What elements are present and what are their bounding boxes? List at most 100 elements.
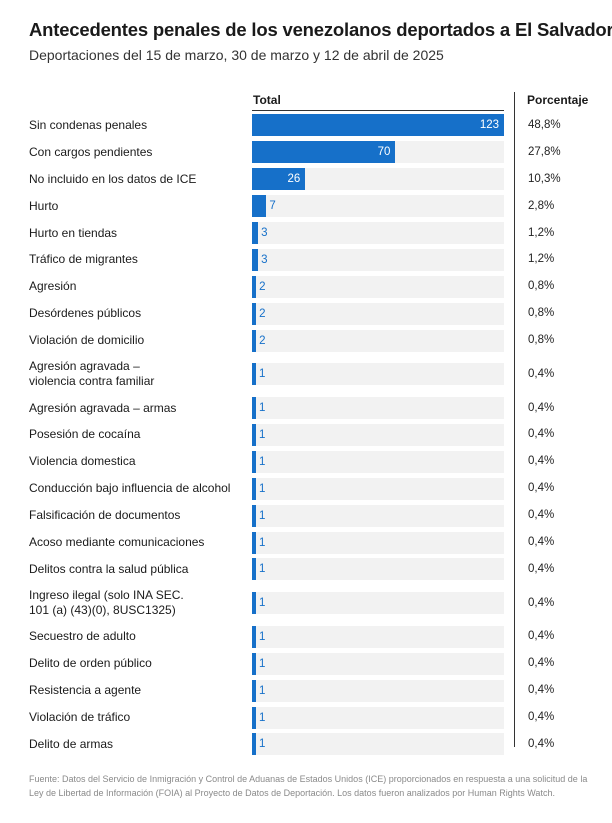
percent-label: 0,4% [528,562,555,575]
category-label: Sin condenas penales [29,117,148,132]
category-label: Resistencia a agente [29,683,142,698]
percent-label: 1,2% [528,253,555,266]
category-label: Violencia domestica [29,454,136,469]
bar-value-label: 1 [259,563,266,576]
bar-track: 70 [252,141,504,164]
category-label: Hurto [29,198,59,213]
bar [252,592,256,615]
bar-track: 1 [252,706,504,729]
bar-value-label: 1 [259,402,266,415]
bar-value-label: 1 [259,455,266,468]
bar-value-label: 1 [259,597,266,610]
percent-label: 0,8% [528,307,555,320]
bar [252,733,256,756]
category-label: Agresión agravada – violencia contra fami… [29,359,155,389]
bar [252,531,256,554]
bar-value-label: 1 [259,630,266,643]
bar-track: 1 [252,531,504,554]
category-label: Secuestro de adulto [29,629,136,644]
bar-track: 1 [252,397,504,420]
bar [252,363,256,386]
bar-track: 26 [252,168,504,191]
percent-label: 0,8% [528,334,555,347]
bar [252,222,259,245]
percent-label: 0,4% [528,509,555,522]
category-label: Agresión agravada – armas [29,400,177,415]
bar [252,114,504,137]
percent-label: 0,4% [528,596,555,609]
bar-track: 1 [252,679,504,702]
percent-label: 0,4% [528,711,555,724]
bar-value-label: 26 [287,173,301,186]
percent-label: 0,4% [528,737,555,750]
bar [252,195,267,218]
bar [252,477,256,500]
bar-track: 1 [252,652,504,675]
category-label: Desórdenes públicos [29,306,142,321]
category-label: Delitos contra la salud pública [29,561,189,576]
bar-value-label: 1 [259,738,266,751]
bar [252,168,306,191]
bar-value-label: 2 [259,334,266,347]
bar-value-label: 1 [259,428,266,441]
percent-label: 0,4% [528,657,555,670]
category-label: Violación de domicilio [29,333,145,348]
percent-label: 27,8% [528,145,561,158]
bar-track: 1 [252,450,504,473]
chart-subtitle: Deportaciones del 15 de marzo, 30 de mar… [29,47,444,63]
category-label: Posesión de cocaína [29,427,141,442]
category-label: Falsificación de documentos [29,508,181,523]
percent-label: 0,4% [528,367,555,380]
bar [252,423,256,446]
bar-value-label: 1 [259,684,266,697]
category-label: Hurto en tiendas [29,225,118,240]
bar-value-label: 123 [479,119,499,132]
percent-label: 0,4% [528,536,555,549]
bar [252,397,256,420]
bar-value-label: 3 [261,253,268,266]
percent-label: 0,4% [528,428,555,441]
percent-label: 0,4% [528,684,555,697]
bar-track: 1 [252,625,504,648]
percent-label: 0,4% [528,482,555,495]
bar [252,141,396,164]
category-label: Tráfico de migrantes [29,252,138,267]
bar-track: 1 [252,592,504,615]
bar-track: 1 [252,504,504,527]
bar-track: 123 [252,114,504,137]
category-label: No incluido en los datos de ICE [29,171,197,186]
bar-value-label: 1 [259,368,266,381]
bar [252,248,259,271]
bar [252,329,257,352]
bar-value-label: 2 [259,280,266,293]
bar-track: 7 [252,195,504,218]
category-label: Con cargos pendientes [29,144,153,159]
percent-label: 0,4% [528,401,555,414]
column-divider [514,92,515,747]
percent-label: 48,8% [528,118,561,131]
category-label: Acoso mediante comunicaciones [29,535,205,550]
bar-track: 1 [252,363,504,386]
percent-label: 1,2% [528,226,555,239]
category-label: Delito de orden público [29,656,152,671]
percent-label: 0,4% [528,630,555,643]
percent-label: 2,8% [528,199,555,212]
bar-value-label: 1 [259,482,266,495]
total-column-header: Total [253,93,281,107]
category-label: Agresión [29,279,77,294]
bar-track: 3 [252,248,504,271]
category-label: Ingreso ilegal (solo INA SEC. 101 (a) (43… [29,588,184,618]
bar [252,679,256,702]
bar [252,706,256,729]
bar [252,302,257,325]
bar-track: 1 [252,477,504,500]
bar [252,450,256,473]
category-label: Conducción bajo influencia de alcohol [29,481,231,496]
bar-value-label: 70 [377,146,391,159]
chart-title: Antecedentes penales de los venezolanos … [29,19,612,40]
bar [252,558,256,581]
bar-value-label: 3 [261,227,268,240]
percent-label: 0,8% [528,280,555,293]
header-rule [252,110,504,111]
